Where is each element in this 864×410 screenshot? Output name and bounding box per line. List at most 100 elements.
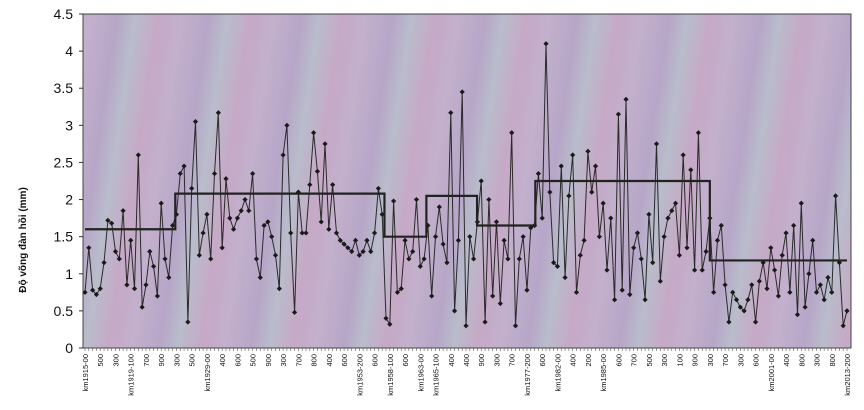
x-tick-label: km1919-100 <box>127 354 136 396</box>
y-axis: 0 0.5 1 1.5 2 2.5 3 3.5 4 4.5 <box>54 6 83 356</box>
x-tick-label: 600 <box>614 354 623 367</box>
x-tick-label: 600 <box>752 354 761 367</box>
data-point <box>684 245 690 251</box>
data-point <box>783 230 789 236</box>
data-point <box>333 230 340 236</box>
x-tick-label: 700 <box>294 354 303 367</box>
x-tick-label: 400 <box>447 354 456 367</box>
data-point <box>208 256 214 262</box>
data-point <box>764 286 770 292</box>
data-point <box>360 248 366 255</box>
x-tick-label: 900 <box>157 354 166 367</box>
x-tick-label: 900 <box>264 354 273 367</box>
data-point <box>627 291 633 298</box>
data-point <box>650 260 656 266</box>
data-point <box>554 263 561 269</box>
data-point <box>90 287 96 293</box>
y-tick-label: 2.5 <box>54 154 74 170</box>
data-point <box>162 256 168 262</box>
data-point <box>741 308 747 314</box>
data-point <box>768 245 774 251</box>
x-tick-label: 700 <box>508 354 517 367</box>
data-point <box>692 267 698 273</box>
data-point <box>105 217 111 223</box>
data-point <box>459 89 465 95</box>
data-point <box>211 170 218 177</box>
data-point <box>196 252 202 258</box>
data-point <box>516 256 522 262</box>
y-tick-label: 4.5 <box>54 6 74 22</box>
x-tick-label: 400 <box>782 354 791 367</box>
data-point <box>471 256 477 262</box>
data-point <box>143 282 149 288</box>
data-point <box>520 234 526 240</box>
data-point <box>798 200 804 206</box>
data-point <box>467 234 473 240</box>
data-point <box>223 176 229 182</box>
data-point <box>128 237 134 243</box>
data-point <box>291 309 298 315</box>
data-point <box>581 237 587 243</box>
data-point <box>432 234 439 240</box>
x-tick-label: km1915-00 <box>81 354 90 392</box>
data-point <box>234 215 240 221</box>
data-point <box>535 170 541 177</box>
x-tick-label: 200 <box>584 354 593 367</box>
data-point <box>756 278 762 284</box>
data-point <box>112 248 119 255</box>
data-point <box>680 152 686 158</box>
x-tick-label: 900 <box>477 354 486 367</box>
data-point <box>623 96 629 102</box>
x-tick-label: 400 <box>569 354 578 367</box>
x-tick-label: 900 <box>691 354 700 367</box>
x-tick-label: 700 <box>630 354 639 367</box>
data-point <box>832 193 839 199</box>
data-point <box>478 178 484 184</box>
data-point <box>383 315 389 321</box>
data-point <box>688 167 694 173</box>
data-point <box>547 189 553 195</box>
x-tick-label: 300 <box>706 354 715 367</box>
data-point <box>711 289 717 295</box>
data-point <box>436 204 442 210</box>
data-point <box>131 286 138 292</box>
data-point <box>791 222 797 229</box>
data-point <box>440 241 446 247</box>
data-point <box>752 319 759 325</box>
data-point <box>749 282 755 288</box>
data-point <box>524 287 530 293</box>
data-point <box>341 241 347 247</box>
x-tick-label: km1958-100 <box>386 354 395 396</box>
series-segment-mean <box>85 179 847 262</box>
data-point <box>387 321 393 327</box>
data-point <box>417 263 423 269</box>
y-tick-label: 0.5 <box>54 303 74 319</box>
data-point <box>592 163 599 169</box>
data-point <box>330 182 336 188</box>
data-point <box>463 323 469 329</box>
x-tick-label: 500 <box>96 354 105 367</box>
data-point <box>177 170 183 177</box>
data-point <box>676 252 682 258</box>
data-point <box>242 196 248 203</box>
data-point <box>505 256 511 262</box>
x-tick-label: km1985-00 <box>599 354 608 392</box>
data-point <box>284 122 290 128</box>
data-point <box>181 163 187 169</box>
data-point <box>97 286 103 292</box>
data-point <box>573 289 580 295</box>
x-tick-label: 400 <box>218 354 227 367</box>
data-point <box>124 282 130 288</box>
data-point <box>665 215 671 221</box>
data-point <box>406 256 412 262</box>
x-tick-label: 600 <box>538 354 547 367</box>
x-tick-label: km1965-100 <box>432 354 441 396</box>
data-point <box>375 185 381 192</box>
data-point <box>806 271 812 277</box>
data-point <box>272 252 279 258</box>
data-point <box>394 289 401 295</box>
data-point <box>699 267 705 273</box>
data-point <box>166 274 172 281</box>
data-point <box>775 293 782 299</box>
